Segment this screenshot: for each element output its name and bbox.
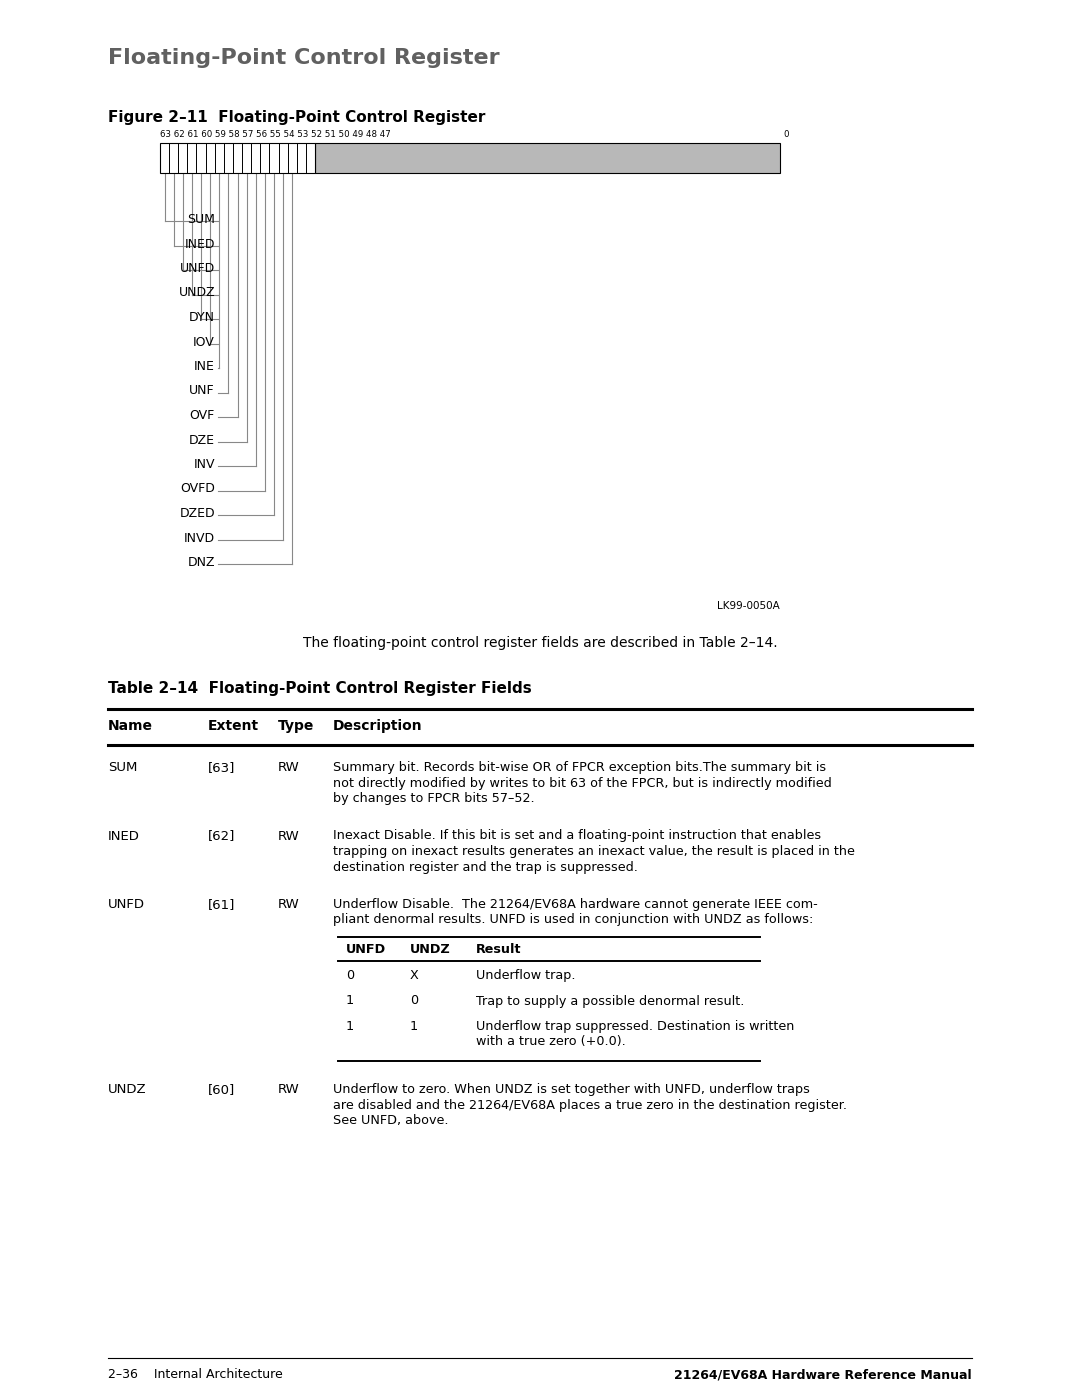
Text: See UNFD, above.: See UNFD, above. xyxy=(333,1113,448,1127)
Text: INED: INED xyxy=(108,830,140,842)
Text: RW: RW xyxy=(278,1083,300,1097)
Bar xyxy=(160,142,315,173)
Text: with a true zero (+0.0).: with a true zero (+0.0). xyxy=(476,1035,625,1049)
Text: Type: Type xyxy=(278,719,314,733)
Text: Extent: Extent xyxy=(208,719,259,733)
Text: 21264/EV68A Hardware Reference Manual: 21264/EV68A Hardware Reference Manual xyxy=(674,1368,972,1382)
Text: The floating-point control register fields are described in Table 2–14.: The floating-point control register fiel… xyxy=(302,636,778,650)
Text: 1: 1 xyxy=(346,995,354,1007)
Text: Trap to supply a possible denormal result.: Trap to supply a possible denormal resul… xyxy=(476,995,744,1007)
Text: [61]: [61] xyxy=(208,898,235,911)
Text: [60]: [60] xyxy=(208,1083,235,1097)
Text: INED: INED xyxy=(185,237,215,250)
Text: Underflow trap.: Underflow trap. xyxy=(476,970,576,982)
Text: 1: 1 xyxy=(346,1020,354,1032)
Text: Floating-Point Control Register: Floating-Point Control Register xyxy=(108,47,500,68)
Text: pliant denormal results. UNFD is used in conjunction with UNDZ as follows:: pliant denormal results. UNFD is used in… xyxy=(333,914,813,926)
Text: Figure 2–11  Floating-Point Control Register: Figure 2–11 Floating-Point Control Regis… xyxy=(108,110,485,124)
Text: Name: Name xyxy=(108,719,153,733)
Text: DZE: DZE xyxy=(189,433,215,447)
Text: Summary bit. Records bit-wise OR of FPCR exception bits.The summary bit is: Summary bit. Records bit-wise OR of FPCR… xyxy=(333,761,826,774)
Text: trapping on inexact results generates an inexact value, the result is placed in : trapping on inexact results generates an… xyxy=(333,845,855,858)
Text: 0: 0 xyxy=(783,130,788,138)
Text: RW: RW xyxy=(278,761,300,774)
Text: Result: Result xyxy=(476,943,522,956)
Text: destination register and the trap is suppressed.: destination register and the trap is sup… xyxy=(333,861,638,873)
Bar xyxy=(315,142,780,173)
Text: UNDZ: UNDZ xyxy=(410,943,450,956)
Text: Table 2–14  Floating-Point Control Register Fields: Table 2–14 Floating-Point Control Regist… xyxy=(108,680,531,696)
Text: RW: RW xyxy=(278,898,300,911)
Text: 2–36    Internal Architecture: 2–36 Internal Architecture xyxy=(108,1368,283,1382)
Text: UNFD: UNFD xyxy=(108,898,145,911)
Text: Underflow to zero. When UNDZ is set together with UNFD, underflow traps: Underflow to zero. When UNDZ is set toge… xyxy=(333,1083,810,1097)
Text: DYN: DYN xyxy=(189,312,215,324)
Text: IOV: IOV xyxy=(193,335,215,348)
Text: are disabled and the 21264/EV68A places a true zero in the destination register.: are disabled and the 21264/EV68A places … xyxy=(333,1098,847,1112)
Text: Description: Description xyxy=(333,719,422,733)
Text: by changes to FPCR bits 57–52.: by changes to FPCR bits 57–52. xyxy=(333,792,535,805)
Text: UNFD: UNFD xyxy=(179,263,215,275)
Text: DNZ: DNZ xyxy=(188,556,215,569)
Text: [63]: [63] xyxy=(208,761,235,774)
Text: 0: 0 xyxy=(410,995,418,1007)
Text: X: X xyxy=(410,970,419,982)
Text: INV: INV xyxy=(193,458,215,471)
Text: OVF: OVF xyxy=(190,409,215,422)
Text: INVD: INVD xyxy=(184,531,215,545)
Text: DZED: DZED xyxy=(179,507,215,520)
Text: UNF: UNF xyxy=(189,384,215,398)
Text: 1: 1 xyxy=(410,1020,418,1032)
Text: UNDZ: UNDZ xyxy=(108,1083,147,1097)
Text: SUM: SUM xyxy=(108,761,137,774)
Text: INE: INE xyxy=(194,360,215,373)
Text: Inexact Disable. If this bit is set and a floating-point instruction that enable: Inexact Disable. If this bit is set and … xyxy=(333,830,821,842)
Text: [62]: [62] xyxy=(208,830,235,842)
Text: OVFD: OVFD xyxy=(180,482,215,496)
Text: 63 62 61 60 59 58 57 56 55 54 53 52 51 50 49 48 47: 63 62 61 60 59 58 57 56 55 54 53 52 51 5… xyxy=(160,130,391,138)
Text: UNFD: UNFD xyxy=(346,943,387,956)
Text: LK99-0050A: LK99-0050A xyxy=(717,601,780,610)
Text: Underflow Disable.  The 21264/EV68A hardware cannot generate IEEE com-: Underflow Disable. The 21264/EV68A hardw… xyxy=(333,898,818,911)
Text: RW: RW xyxy=(278,830,300,842)
Text: Underflow trap suppressed. Destination is written: Underflow trap suppressed. Destination i… xyxy=(476,1020,795,1032)
Text: SUM: SUM xyxy=(187,212,215,226)
Text: UNDZ: UNDZ xyxy=(178,286,215,299)
Text: not directly modified by writes to bit 63 of the FPCR, but is indirectly modifie: not directly modified by writes to bit 6… xyxy=(333,777,832,789)
Text: 0: 0 xyxy=(346,970,354,982)
